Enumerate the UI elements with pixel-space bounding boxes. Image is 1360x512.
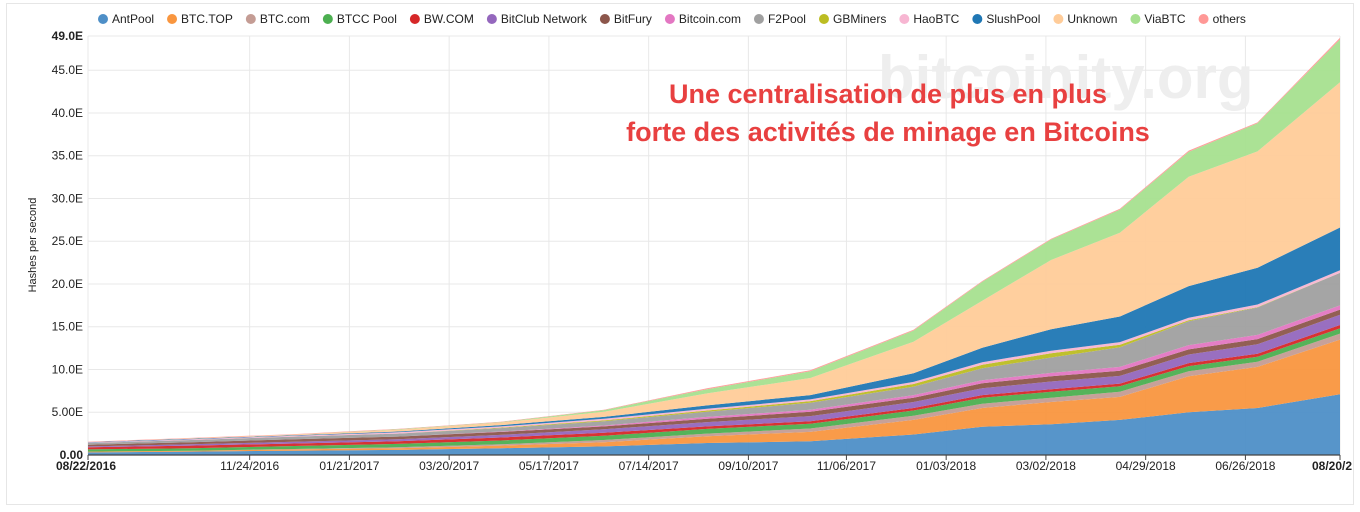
legend-label: BTC.TOP xyxy=(181,12,233,26)
chart-frame xyxy=(6,3,1354,505)
legend-swatch xyxy=(599,14,610,24)
legend-item-viabtc[interactable]: ViaBTC xyxy=(1130,12,1186,26)
legend-item-unknown[interactable]: Unknown xyxy=(1053,12,1117,26)
y-tick-label: 20.0E xyxy=(52,277,83,291)
y-tick-label: 30.0E xyxy=(52,191,83,205)
legend-swatch xyxy=(899,14,910,24)
legend-swatch xyxy=(664,14,675,24)
x-tick-label: 03/02/2018 xyxy=(1016,459,1076,473)
legend-swatch xyxy=(1053,14,1064,24)
legend-swatch xyxy=(245,14,256,24)
y-axis-title: Hashes per second xyxy=(27,198,39,293)
legend-label: BTC.com xyxy=(260,12,310,26)
legend-swatch xyxy=(1198,14,1209,24)
x-tick-label: 01/03/2018 xyxy=(916,459,976,473)
legend-label: AntPool xyxy=(112,12,154,26)
y-tick-label: 5.00E xyxy=(52,405,83,419)
legend-item-antpool[interactable]: AntPool xyxy=(98,12,154,26)
legend-label: BW.COM xyxy=(424,12,474,26)
legend-label: Unknown xyxy=(1067,12,1117,26)
legend-label: Bitcoin.com xyxy=(679,12,741,26)
legend-swatch xyxy=(167,14,178,24)
legend-label: BitFury xyxy=(614,12,652,26)
legend-label: HaoBTC xyxy=(913,12,959,26)
legend-swatch xyxy=(322,14,333,24)
watermark: bitcoinity.org xyxy=(878,44,1254,111)
area-bitfury[interactable] xyxy=(88,309,1340,447)
y-tick-label: 25.0E xyxy=(52,234,83,248)
legend-item-btc-com[interactable]: BTC.com xyxy=(245,12,310,26)
area-haobtc[interactable] xyxy=(88,270,1340,443)
y-tick-label: 0.00 xyxy=(60,448,84,462)
legend-label: BitClub Network xyxy=(501,12,588,26)
y-tick-label: 45.0E xyxy=(52,63,83,77)
area-btc-top[interactable] xyxy=(88,339,1340,453)
legend-label: others xyxy=(1213,12,1246,26)
legend-label: ViaBTC xyxy=(1144,12,1185,26)
x-tick-label: 03/20/2017 xyxy=(419,459,479,473)
x-tick-label: 01/21/2017 xyxy=(319,459,379,473)
legend-label: F2Pool xyxy=(768,12,806,26)
legend-item-bitfury[interactable]: BitFury xyxy=(599,12,652,26)
x-tick-label: 08/22/2016 xyxy=(56,459,116,473)
legend-item-bw-com[interactable]: BW.COM xyxy=(409,12,474,26)
area-bw-com[interactable] xyxy=(88,325,1340,450)
x-tick-label: 04/29/2018 xyxy=(1116,459,1176,473)
legend-label: GBMiners xyxy=(833,12,886,26)
y-tick-label: 35.0E xyxy=(52,149,83,163)
legend: AntPool BTC.TOP BTC.com BTCC Pool BW.COM BitC… xyxy=(98,12,1246,26)
x-tick-label: 05/17/2017 xyxy=(519,459,579,473)
legend-swatch xyxy=(818,14,829,24)
legend-item-f2pool[interactable]: F2Pool xyxy=(753,12,806,26)
legend-swatch xyxy=(753,14,764,24)
legend-item-btcc-pool[interactable]: BTCC Pool xyxy=(322,12,397,26)
area-viabtc[interactable] xyxy=(88,39,1340,443)
annotation-line-1: Une centralisation de plus en plus xyxy=(669,79,1107,109)
axis-layer: 0.00 5.00E 10.0E 15.0E 20.0E 25.0E 30.0E 35.0E 4… xyxy=(52,29,1353,473)
y-tick-label: 49.0E xyxy=(52,29,83,43)
area-bitclub-network[interactable] xyxy=(88,314,1340,448)
y-tick-label: 10.0E xyxy=(52,362,83,376)
x-tick-label: 06/26/2018 xyxy=(1215,459,1275,473)
area-bitcoin-com[interactable] xyxy=(88,305,1340,445)
legend-swatch xyxy=(486,14,497,24)
area-antpool[interactable] xyxy=(88,394,1340,455)
legend-item-slushpool[interactable]: SlushPool xyxy=(972,12,1040,26)
legend-item-haobtc[interactable]: HaoBTC xyxy=(899,12,960,26)
area-f2pool[interactable] xyxy=(88,272,1340,445)
x-tick-label: 09/10/2017 xyxy=(718,459,778,473)
legend-item-others[interactable]: others xyxy=(1198,12,1246,26)
y-tick-label: 40.0E xyxy=(52,106,83,120)
x-tick-label: 07/14/2017 xyxy=(619,459,679,473)
legend-item-bitclub-network[interactable]: BitClub Network xyxy=(486,12,588,26)
legend-label: BTCC Pool xyxy=(337,12,397,26)
annotation-line-2: forte des activités de minage en Bitcoin… xyxy=(626,117,1150,147)
legend-swatch xyxy=(972,14,983,24)
legend-item-btc-top[interactable]: BTC.TOP xyxy=(167,12,233,26)
legend-item-bitcoin-com[interactable]: Bitcoin.com xyxy=(664,12,741,26)
area-unknown[interactable] xyxy=(88,82,1340,443)
x-tick-label: 11/06/2017 xyxy=(817,459,876,473)
y-tick-label: 15.0E xyxy=(52,320,83,334)
x-tick-label: 08/20/2 xyxy=(1312,459,1352,473)
x-tick-label: 11/24/2016 xyxy=(220,459,279,473)
legend-swatch xyxy=(98,14,108,24)
legend-swatch xyxy=(1130,14,1141,24)
area-layer xyxy=(88,37,1340,455)
legend-label: SlushPool xyxy=(986,12,1040,26)
area-btcc-pool[interactable] xyxy=(88,328,1340,452)
legend-swatch xyxy=(409,14,420,24)
area-slushpool[interactable] xyxy=(88,227,1340,443)
legend-item-gbminers[interactable]: GBMiners xyxy=(818,12,886,26)
